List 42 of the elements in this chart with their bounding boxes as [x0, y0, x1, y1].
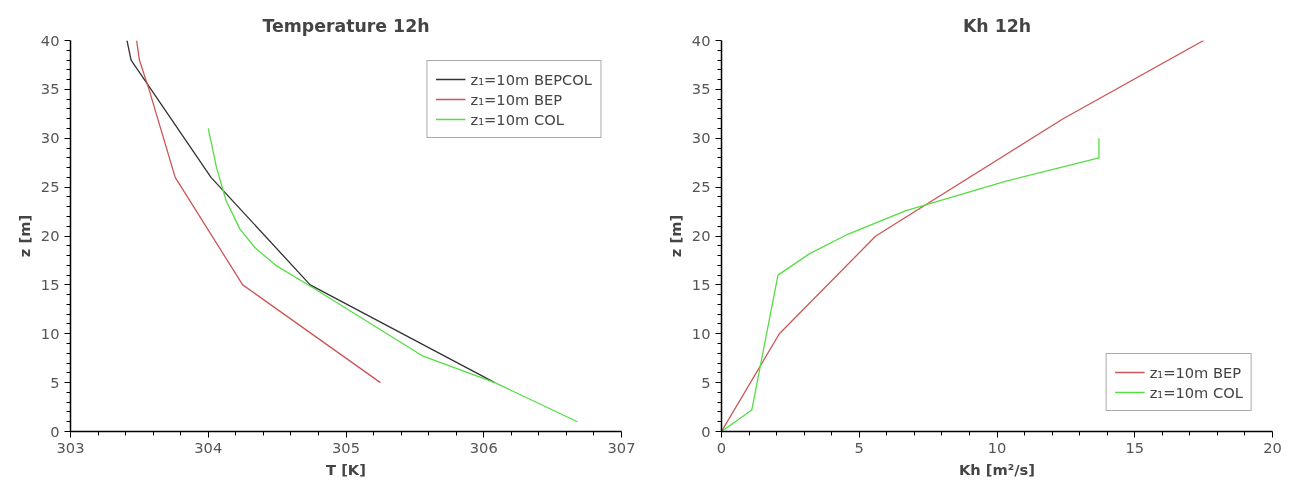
x-tick-label: 10 [987, 438, 1007, 456]
x-axis-title: T [K] [326, 460, 366, 478]
x-tick-label: 304 [194, 438, 223, 456]
y-tick-label: 35 [40, 80, 60, 98]
chart-title: Temperature 12h [262, 15, 430, 36]
chart-title: Kh 12h [962, 15, 1032, 36]
x-tick-label: 15 [1125, 438, 1145, 456]
x-tick-label: 0 [716, 438, 727, 456]
y-axis-title: z [m] [666, 214, 684, 258]
x-tick-label: 20 [1263, 438, 1282, 456]
x-tick-label: 305 [332, 438, 360, 456]
y-tick-label: 20 [40, 227, 60, 244]
legend-label: z₁=10m COL [470, 110, 564, 128]
legend-label: z₁=10m COL [1149, 383, 1243, 401]
y-tick-label: 25 [691, 178, 711, 196]
y-tick-label: 20 [691, 227, 711, 244]
line-series [135, 40, 382, 384]
y-tick-label: 15 [40, 275, 60, 293]
x-tick-label: 307 [607, 438, 636, 456]
y-tick-label: 10 [40, 324, 60, 342]
y-tick-label: 15 [691, 275, 711, 293]
y-tick-label: 30 [40, 129, 60, 147]
x-axis-title: Kh [m²/s] [958, 460, 1036, 478]
y-tick-label: 40 [40, 31, 60, 49]
legend-label: z₁=10m BEPCOL [470, 70, 592, 88]
y-tick-label: 0 [50, 422, 60, 440]
x-tick-label: 5 [854, 438, 864, 456]
line-series [207, 127, 579, 423]
line-series [721, 137, 1100, 432]
x-tick-label: 306 [469, 438, 498, 456]
y-tick-label: 25 [40, 178, 60, 196]
legend-label: z₁=10m BEP [1149, 363, 1242, 381]
y-tick-label: 5 [50, 373, 60, 391]
y-axis-title: z [m] [15, 214, 33, 258]
y-tick-label: 40 [691, 31, 711, 49]
y-tick-label: 5 [701, 373, 711, 391]
y-tick-label: 35 [691, 80, 711, 98]
x-tick-label: 303 [56, 438, 85, 456]
y-tick-label: 0 [701, 422, 711, 440]
y-tick-label: 10 [691, 324, 711, 342]
legend-label: z₁=10m BEP [470, 90, 563, 108]
y-tick-label: 30 [691, 129, 711, 147]
